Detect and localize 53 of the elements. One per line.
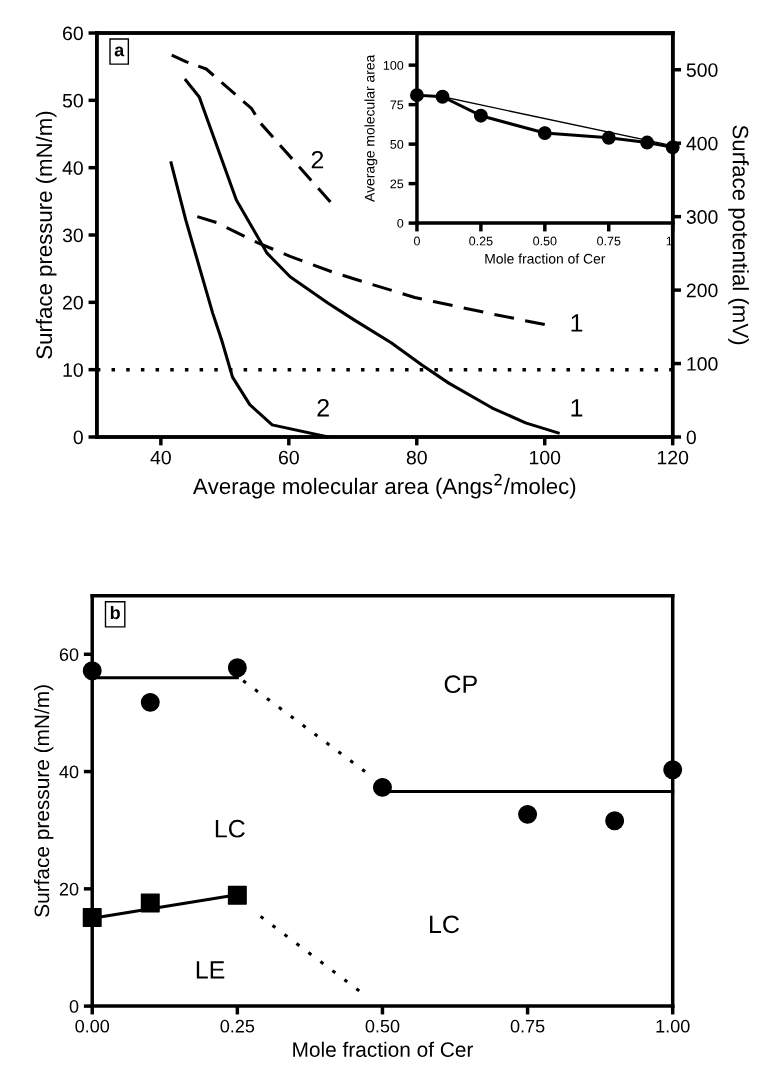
x-tick-label: 120 bbox=[657, 450, 689, 465]
annotation: 1 bbox=[571, 314, 583, 332]
y2-tick-label: 200 bbox=[686, 283, 718, 298]
y-tick-label: 10 bbox=[63, 363, 83, 377]
annotation: 2 bbox=[317, 398, 329, 417]
x-tick-label: 0.50 bbox=[365, 1019, 400, 1033]
x-tick-label: 80 bbox=[406, 450, 427, 465]
x-tick-label: 40 bbox=[150, 450, 171, 465]
y-tick-label: 20 bbox=[63, 295, 83, 310]
x-tick-label: 0.50 bbox=[533, 236, 557, 246]
y2-tick-label: 100 bbox=[687, 357, 718, 371]
x-axis-title: Average molecular area (Angs$^{2}$/molec) bbox=[192, 473, 576, 499]
y-tick-label: 60 bbox=[59, 648, 79, 662]
annotation: CP bbox=[444, 675, 477, 694]
x-tick-label: 60 bbox=[278, 450, 299, 465]
y2-tick-label: 0 bbox=[686, 430, 696, 445]
x-axis-title: Mole fraction of Cer bbox=[485, 253, 606, 264]
x-tick-label: 0.75 bbox=[510, 1019, 545, 1033]
y-tick-label: 75 bbox=[390, 100, 404, 110]
y2-tick-label: 300 bbox=[686, 210, 718, 224]
y2-axis-title: Surface potential (mV) bbox=[728, 125, 749, 345]
x-tick-label: 0.00 bbox=[75, 1019, 110, 1033]
y-tick-label: 40 bbox=[59, 765, 79, 779]
annotation: LC bbox=[215, 819, 245, 838]
x-tick-label: 0 bbox=[413, 236, 420, 246]
x-tick-label: 0.75 bbox=[597, 236, 621, 246]
y-tick-label: 40 bbox=[62, 161, 83, 175]
x-tick-label: 1.00 bbox=[656, 1019, 690, 1033]
y-tick-label: 30 bbox=[62, 228, 83, 243]
y-tick-label: 0 bbox=[69, 1000, 79, 1013]
annotation: b bbox=[110, 605, 120, 620]
annotation: LC bbox=[430, 915, 460, 934]
y2-tick-label: 500 bbox=[686, 63, 718, 77]
annotation: LE bbox=[196, 961, 225, 979]
y-tick-label: 100 bbox=[383, 60, 404, 70]
y-tick-label: 50 bbox=[62, 93, 83, 108]
x-tick-label: 100 bbox=[530, 450, 561, 465]
y-tick-label: 25 bbox=[390, 179, 404, 189]
y-tick-label: 20 bbox=[59, 882, 79, 896]
annotation: a bbox=[114, 46, 125, 57]
y-axis-title: Surface pressure (mN/m) bbox=[33, 685, 54, 917]
annotation: 1 bbox=[571, 399, 583, 417]
x-tick-label: 0.25 bbox=[220, 1019, 255, 1033]
y-tick-label: 0 bbox=[397, 218, 404, 228]
y-tick-label: 0 bbox=[73, 430, 83, 445]
annotation: 2 bbox=[311, 150, 324, 169]
y-tick-label: 60 bbox=[63, 26, 83, 41]
x-tick-label: 0.25 bbox=[469, 236, 493, 246]
x-axis-title: Mole fraction of Cer bbox=[293, 1041, 474, 1057]
y-axis-title: Average molecular area bbox=[364, 54, 378, 202]
y-axis-title: Surface pressure (mN/m) bbox=[35, 111, 57, 359]
y-tick-label: 50 bbox=[390, 139, 404, 149]
y2-tick-label: 400 bbox=[686, 136, 718, 151]
